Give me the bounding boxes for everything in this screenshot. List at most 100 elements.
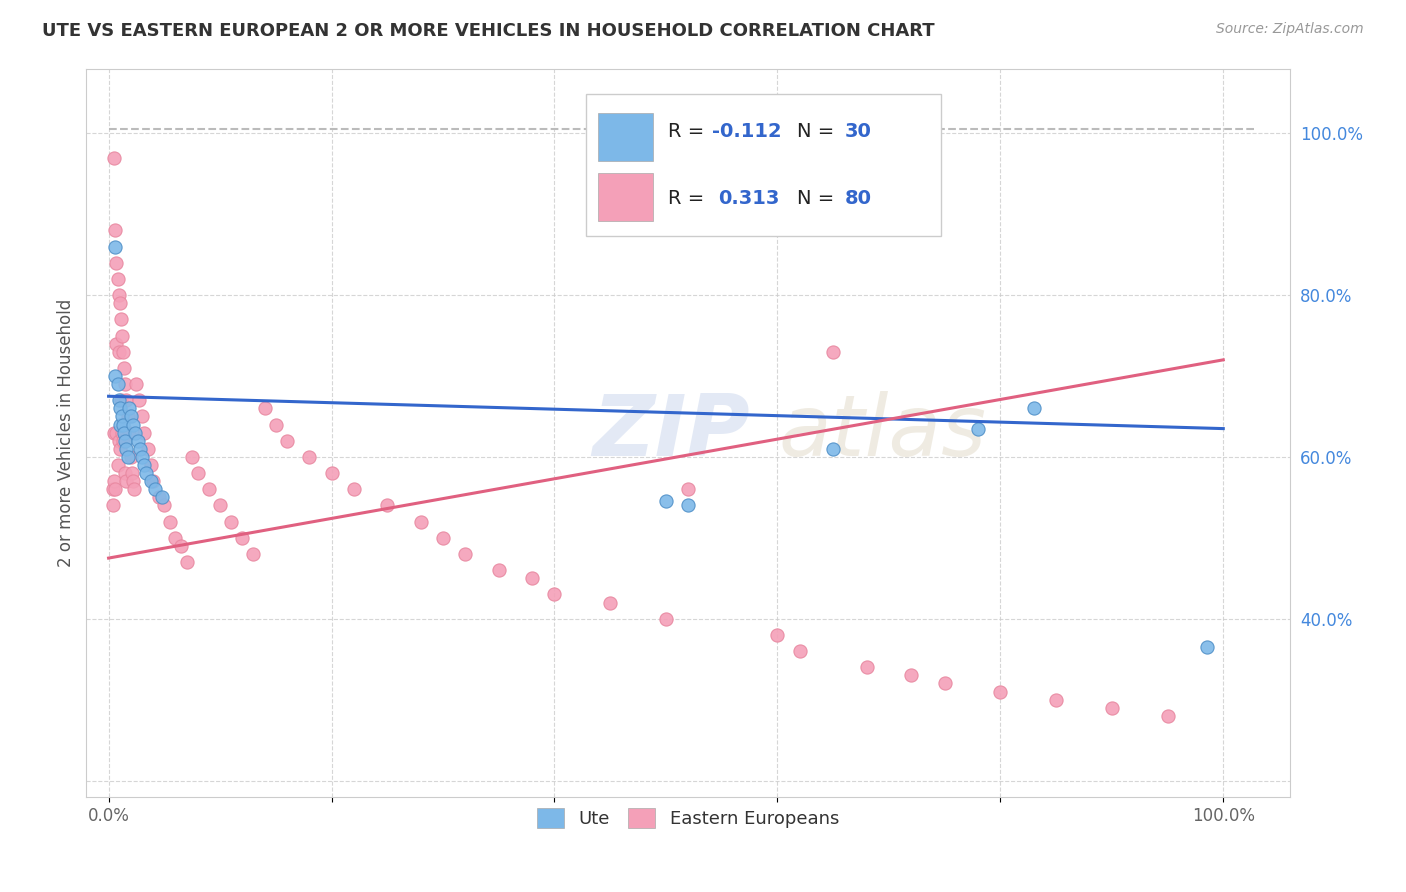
Text: Source: ZipAtlas.com: Source: ZipAtlas.com bbox=[1216, 22, 1364, 37]
Point bbox=[432, 531, 454, 545]
Point bbox=[298, 450, 321, 464]
Point bbox=[136, 442, 159, 456]
Point bbox=[1195, 640, 1218, 654]
Point bbox=[343, 483, 366, 497]
Point bbox=[599, 596, 621, 610]
Text: 30: 30 bbox=[845, 122, 872, 141]
Point bbox=[1045, 692, 1067, 706]
Point bbox=[520, 571, 543, 585]
Point bbox=[128, 393, 150, 408]
Text: N =: N = bbox=[797, 189, 839, 209]
Point bbox=[139, 458, 162, 472]
Point bbox=[131, 450, 153, 464]
Point bbox=[107, 288, 129, 302]
Point bbox=[112, 417, 135, 432]
Point bbox=[181, 450, 204, 464]
Point bbox=[101, 499, 124, 513]
Point bbox=[823, 344, 845, 359]
Point bbox=[127, 434, 149, 448]
Point bbox=[111, 425, 134, 440]
Point bbox=[111, 328, 134, 343]
Point bbox=[145, 483, 167, 497]
Point bbox=[103, 474, 125, 488]
Point bbox=[488, 563, 510, 577]
FancyBboxPatch shape bbox=[598, 113, 654, 161]
Point bbox=[209, 499, 232, 513]
Point bbox=[108, 296, 131, 310]
Text: R =: R = bbox=[668, 122, 710, 141]
Point bbox=[219, 515, 242, 529]
Point bbox=[231, 531, 253, 545]
Point bbox=[655, 494, 678, 508]
Point bbox=[988, 684, 1011, 698]
Point bbox=[107, 393, 129, 408]
Text: ZIP: ZIP bbox=[592, 392, 749, 475]
Point bbox=[124, 425, 146, 440]
Point bbox=[855, 660, 877, 674]
Point bbox=[107, 377, 129, 392]
Point bbox=[122, 483, 145, 497]
Point bbox=[159, 515, 181, 529]
Point bbox=[122, 474, 145, 488]
Point bbox=[117, 409, 139, 424]
Point bbox=[112, 344, 135, 359]
Point bbox=[170, 539, 193, 553]
Point bbox=[242, 547, 264, 561]
Point bbox=[967, 421, 990, 435]
Point bbox=[112, 360, 135, 375]
Point bbox=[122, 417, 145, 432]
Point bbox=[108, 442, 131, 456]
Point bbox=[104, 223, 127, 237]
Point bbox=[321, 466, 343, 480]
Point bbox=[1101, 700, 1123, 714]
Point bbox=[115, 442, 138, 456]
Point bbox=[139, 474, 162, 488]
Point bbox=[105, 336, 128, 351]
Point bbox=[108, 417, 131, 432]
Point bbox=[101, 483, 124, 497]
Point bbox=[176, 555, 198, 569]
Point bbox=[676, 499, 699, 513]
Point bbox=[655, 612, 678, 626]
Point bbox=[1022, 401, 1045, 416]
FancyBboxPatch shape bbox=[598, 173, 654, 221]
Text: UTE VS EASTERN EUROPEAN 2 OR MORE VEHICLES IN HOUSEHOLD CORRELATION CHART: UTE VS EASTERN EUROPEAN 2 OR MORE VEHICL… bbox=[42, 22, 935, 40]
Point bbox=[900, 668, 922, 682]
Text: -0.112: -0.112 bbox=[713, 122, 782, 141]
FancyBboxPatch shape bbox=[586, 94, 941, 236]
Point bbox=[198, 483, 221, 497]
Text: 80: 80 bbox=[845, 189, 872, 209]
Point bbox=[108, 401, 131, 416]
Point bbox=[112, 425, 135, 440]
Point bbox=[934, 676, 956, 690]
Point bbox=[131, 409, 153, 424]
Point bbox=[104, 483, 127, 497]
Point bbox=[187, 466, 209, 480]
Point bbox=[276, 434, 298, 448]
Point bbox=[454, 547, 477, 561]
Point bbox=[165, 531, 187, 545]
Point bbox=[142, 474, 165, 488]
Point bbox=[110, 312, 132, 326]
Point bbox=[115, 393, 138, 408]
Text: 0.313: 0.313 bbox=[718, 189, 780, 209]
Point bbox=[120, 450, 142, 464]
Point bbox=[103, 151, 125, 165]
Text: N =: N = bbox=[797, 122, 839, 141]
Text: R =: R = bbox=[668, 189, 710, 209]
Point bbox=[766, 628, 789, 642]
Point bbox=[107, 272, 129, 286]
Point bbox=[120, 409, 142, 424]
Point bbox=[114, 466, 136, 480]
Point bbox=[135, 466, 157, 480]
Point bbox=[153, 499, 176, 513]
Point bbox=[105, 425, 128, 440]
Point bbox=[117, 450, 139, 464]
Point bbox=[114, 377, 136, 392]
Point bbox=[543, 587, 565, 601]
Point bbox=[134, 458, 156, 472]
Point bbox=[128, 442, 150, 456]
Point bbox=[118, 401, 141, 416]
Text: atlas: atlas bbox=[779, 392, 987, 475]
Point bbox=[118, 425, 141, 440]
